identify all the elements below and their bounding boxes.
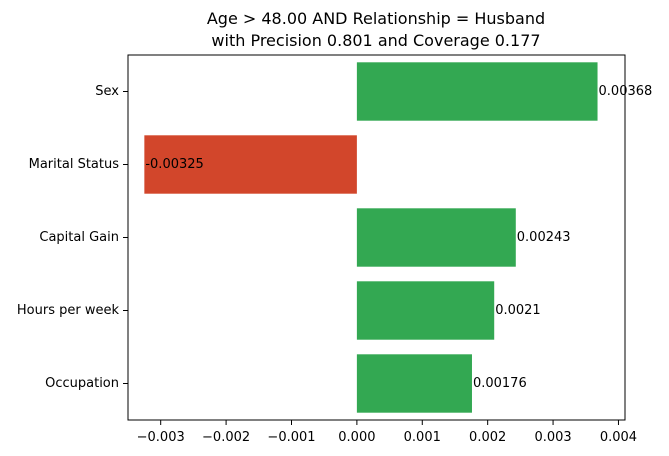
value-label: 0.00243	[517, 230, 571, 245]
chart-title-line-2: with Precision 0.801 and Coverage 0.177	[211, 31, 540, 50]
y-tick-label: Capital Gain	[39, 230, 119, 245]
value-label: 0.0021	[495, 303, 541, 318]
y-axis: Sex Marital Status Capital Gain Hours per w…	[17, 84, 128, 391]
bar-hours-per-week	[356, 281, 495, 340]
x-axis: −0.003 −0.002 −0.001 0.000 0.001 0.002 0.003 0.…	[137, 420, 637, 445]
x-tick-label: 0.002	[469, 430, 506, 445]
chart-title-line-1: Age > 48.00 AND Relationship = Husband	[207, 9, 545, 28]
bars-layer	[144, 62, 598, 413]
y-tick-label: Occupation	[45, 376, 119, 391]
bar-occupation	[356, 354, 472, 413]
x-tick-label: 0.004	[600, 430, 637, 445]
bar-sex	[356, 62, 598, 121]
x-tick-label: 0.003	[534, 430, 571, 445]
x-tick-label: −0.002	[202, 430, 250, 445]
y-tick-label: Marital Status	[29, 157, 120, 172]
x-tick-label: 0.000	[338, 430, 375, 445]
value-label: -0.00325	[145, 157, 203, 172]
y-tick-label: Sex	[95, 84, 119, 99]
x-tick-label: −0.001	[267, 430, 315, 445]
x-tick-label: 0.001	[404, 430, 441, 445]
x-tick-label: −0.003	[137, 430, 185, 445]
bar-capital-gain	[356, 208, 516, 267]
bar-marital-status	[144, 135, 357, 194]
y-tick-label: Hours per week	[17, 303, 120, 318]
value-label: 0.00176	[473, 376, 527, 391]
